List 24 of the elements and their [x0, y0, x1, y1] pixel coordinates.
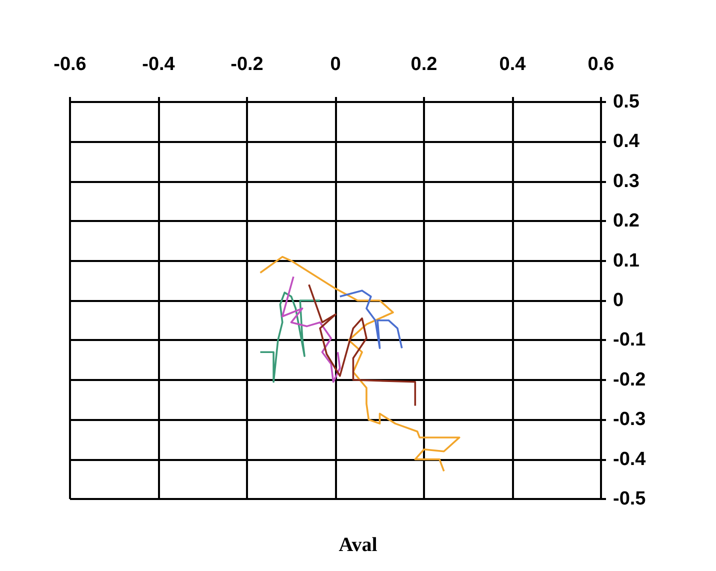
line-series	[308, 284, 416, 407]
line-series	[339, 290, 403, 350]
y-tick-label: -0.1	[613, 330, 646, 351]
line-series	[259, 256, 460, 472]
x-tick-label: -0.2	[230, 54, 264, 75]
y-tick-label: 0.5	[613, 92, 640, 112]
y-tick-label: -0.2	[613, 369, 646, 390]
x-axis-title: Aval	[338, 534, 378, 556]
x-tick-label: 0.4	[499, 54, 526, 75]
y-tick-label: 0.2	[613, 210, 640, 232]
y-tick-label: -0.3	[613, 409, 646, 430]
x-tick-label: 0.2	[410, 54, 438, 75]
y-tick-label: -0.5	[613, 488, 646, 510]
y-tick-label: -0.4	[613, 448, 646, 470]
x-tick-label: 0.6	[588, 54, 614, 75]
x-tick-label: -0.6	[54, 54, 86, 75]
y-tick-label: 0.3	[613, 170, 640, 192]
x-tick-label: 0	[330, 54, 341, 75]
line-series	[282, 276, 341, 383]
y-tick-label: 0	[613, 290, 624, 311]
y-tick-label: 0.1	[613, 250, 640, 272]
line-series	[259, 292, 321, 383]
x-tick-label: -0.4	[142, 54, 176, 75]
y-tick-label: 0.4	[613, 131, 640, 152]
